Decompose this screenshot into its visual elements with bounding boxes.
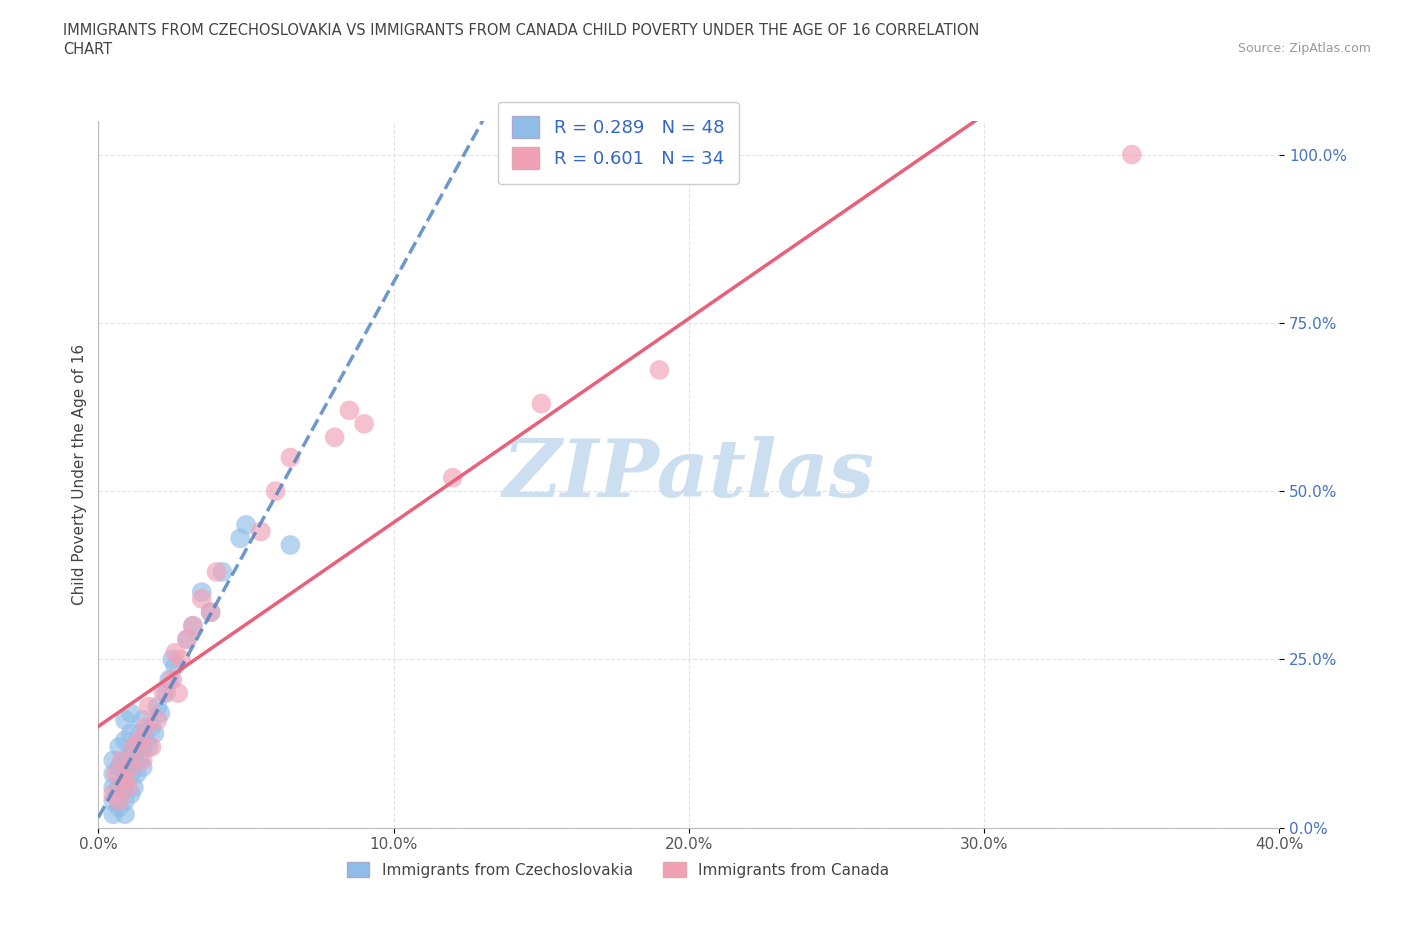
Point (155, 685, 177, 700)
Point (120, 726, 142, 741)
Point (103, 780, 125, 795)
Point (108, 739, 131, 754)
Point (165, 645, 187, 660)
Point (648, 363, 671, 378)
Point (229, 531, 252, 546)
Point (132, 739, 155, 754)
Point (138, 699, 160, 714)
Point (128, 753, 150, 768)
Point (132, 760, 155, 775)
Point (108, 760, 131, 775)
Point (141, 719, 163, 734)
Point (250, 525, 273, 539)
Point (122, 780, 145, 795)
Point (135, 733, 157, 748)
Point (114, 753, 136, 768)
Point (167, 685, 190, 700)
Point (157, 672, 180, 687)
Point (176, 631, 198, 646)
Point (200, 604, 222, 619)
Point (114, 807, 136, 822)
Point (120, 760, 142, 775)
Point (143, 726, 166, 741)
Point (146, 712, 169, 727)
Point (120, 766, 142, 781)
Point (441, 471, 464, 485)
Text: IMMIGRANTS FROM CZECHOSLOVAKIA VS IMMIGRANTS FROM CANADA CHILD POVERTY UNDER THE: IMMIGRANTS FROM CZECHOSLOVAKIA VS IMMIGR… (63, 23, 980, 38)
Point (200, 604, 222, 619)
Point (162, 652, 183, 667)
Point (108, 780, 131, 795)
Text: Source: ZipAtlas.com: Source: ZipAtlas.com (1237, 42, 1371, 55)
Point (323, 430, 346, 445)
Point (170, 652, 193, 667)
Point (211, 565, 233, 579)
Point (191, 585, 214, 600)
Text: CHART: CHART (63, 42, 112, 57)
Point (162, 672, 183, 687)
Point (149, 706, 172, 721)
Point (264, 484, 287, 498)
Point (128, 733, 150, 748)
Point (114, 766, 136, 781)
Point (117, 780, 139, 795)
Point (120, 746, 142, 761)
Point (181, 618, 204, 633)
Point (132, 753, 155, 768)
Point (103, 753, 125, 768)
Point (128, 726, 150, 741)
Point (152, 685, 174, 700)
Point (125, 739, 148, 754)
Point (103, 793, 125, 808)
Point (280, 450, 302, 465)
Text: ZIPatlas: ZIPatlas (503, 435, 875, 513)
Point (132, 712, 155, 727)
Point (105, 766, 128, 781)
Point (120, 706, 142, 721)
Y-axis label: Child Poverty Under the Age of 16: Child Poverty Under the Age of 16 (72, 344, 87, 604)
Point (280, 538, 302, 552)
Point (114, 733, 136, 748)
Point (122, 739, 145, 754)
Point (141, 739, 163, 754)
Point (146, 699, 169, 714)
Point (125, 766, 148, 781)
Point (114, 780, 136, 795)
Point (339, 403, 361, 418)
Point (165, 658, 187, 673)
Point (353, 417, 375, 432)
Point (120, 787, 142, 802)
Point (111, 753, 134, 768)
Point (205, 565, 228, 579)
Point (181, 618, 204, 633)
Point (1121, 147, 1143, 162)
Point (114, 712, 136, 727)
Point (103, 787, 125, 802)
Point (176, 631, 198, 646)
Legend: Immigrants from Czechoslovakia, Immigrants from Canada: Immigrants from Czechoslovakia, Immigran… (340, 856, 896, 884)
Point (108, 800, 131, 815)
Point (103, 766, 125, 781)
Point (114, 793, 136, 808)
Point (135, 719, 157, 734)
Point (103, 807, 125, 822)
Point (235, 517, 257, 532)
Point (114, 773, 136, 788)
Point (138, 739, 160, 754)
Point (122, 753, 145, 768)
Point (191, 591, 214, 606)
Point (108, 793, 131, 808)
Point (530, 396, 553, 411)
